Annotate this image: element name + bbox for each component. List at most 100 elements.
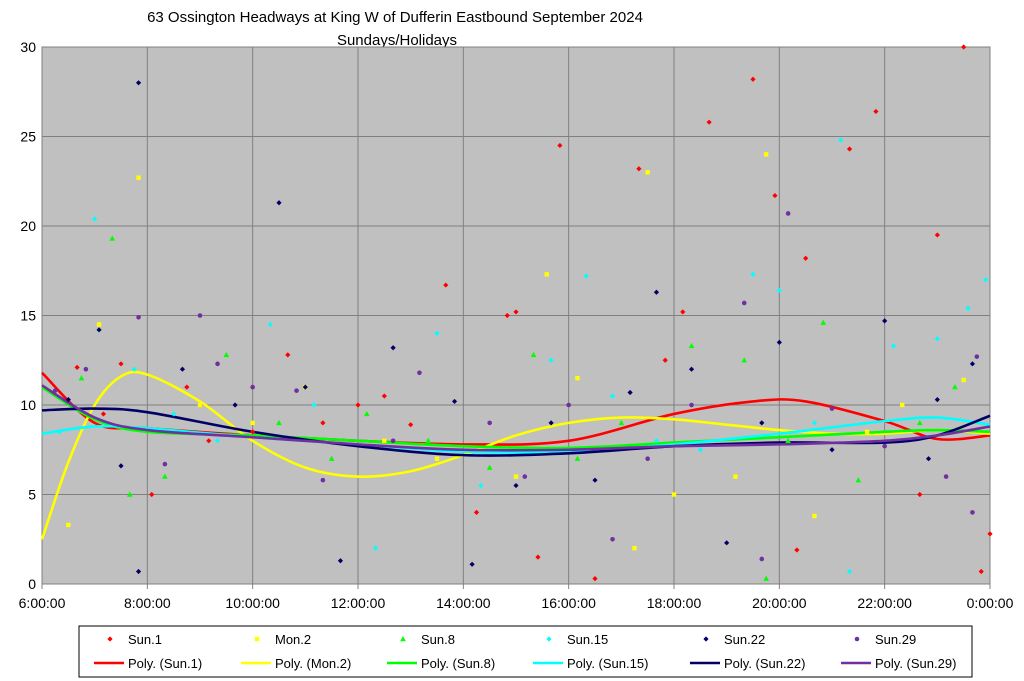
x-tick-label: 22:00:00 bbox=[857, 595, 912, 611]
data-point bbox=[653, 438, 660, 444]
data-point bbox=[776, 287, 782, 294]
data-point bbox=[126, 491, 133, 497]
data-point bbox=[513, 474, 519, 479]
data-point bbox=[618, 419, 625, 426]
data-point bbox=[355, 402, 361, 408]
data-point bbox=[969, 361, 976, 367]
data-point bbox=[978, 568, 984, 575]
data-point bbox=[504, 312, 510, 319]
data-point bbox=[337, 558, 344, 564]
data-point bbox=[52, 388, 58, 393]
data-point bbox=[636, 166, 642, 172]
legend-marker bbox=[546, 636, 552, 642]
data-points bbox=[52, 44, 993, 582]
data-point bbox=[812, 513, 817, 519]
data-point bbox=[733, 474, 738, 479]
y-tick-label: 15 bbox=[20, 308, 36, 324]
legend-label: Sun.29 bbox=[875, 632, 916, 647]
data-point bbox=[223, 351, 230, 358]
data-point bbox=[390, 438, 396, 444]
legend-label: Poly. (Sun.29) bbox=[875, 656, 956, 671]
data-point bbox=[900, 402, 905, 408]
data-point bbox=[592, 576, 598, 582]
data-point bbox=[750, 76, 756, 82]
data-point bbox=[811, 420, 818, 426]
data-point bbox=[574, 455, 581, 461]
data-point bbox=[763, 575, 769, 581]
data-point bbox=[974, 354, 980, 359]
data-point bbox=[135, 80, 142, 86]
data-point bbox=[688, 342, 695, 349]
y-tick-label: 0 bbox=[28, 576, 36, 592]
data-point bbox=[706, 119, 712, 125]
data-point bbox=[381, 393, 387, 399]
data-point bbox=[829, 447, 835, 453]
legend-marker bbox=[400, 636, 406, 642]
data-point bbox=[473, 509, 480, 515]
data-point bbox=[925, 456, 932, 462]
x-tick-label: 18:00:00 bbox=[647, 595, 702, 611]
legend-marker bbox=[703, 636, 709, 642]
data-point bbox=[820, 319, 827, 325]
x-axis-ticks: 6:00:00 8:00:00 10:00:00 12:00:00 14:00:00 16… bbox=[19, 584, 1014, 611]
data-point bbox=[250, 384, 255, 390]
data-point bbox=[592, 477, 598, 483]
data-point bbox=[943, 474, 949, 479]
legend: Sun.1 Mon.2 Sun.8 Sun.15 Sun.22 Sun.29 Poly. (… bbox=[78, 625, 973, 678]
data-point bbox=[934, 397, 940, 403]
data-point bbox=[653, 289, 660, 295]
x-tick-label: 10:00:00 bbox=[225, 595, 280, 611]
data-point bbox=[829, 406, 835, 411]
data-point bbox=[486, 464, 493, 470]
data-point bbox=[632, 546, 637, 551]
data-point bbox=[689, 402, 694, 408]
legend-marker bbox=[107, 636, 113, 642]
data-point bbox=[74, 364, 80, 371]
data-point bbox=[408, 422, 414, 428]
data-point bbox=[627, 389, 633, 396]
data-point bbox=[680, 309, 686, 315]
legend-label: Poly. (Sun.1) bbox=[128, 656, 202, 671]
data-point bbox=[478, 482, 484, 489]
data-point bbox=[425, 437, 432, 443]
data-point bbox=[513, 309, 519, 315]
trendline bbox=[41, 385, 991, 450]
data-point bbox=[513, 482, 519, 489]
data-point bbox=[724, 540, 730, 546]
data-point bbox=[83, 366, 89, 372]
y-tick-label: 10 bbox=[20, 397, 36, 413]
data-point bbox=[934, 232, 940, 238]
data-point bbox=[162, 473, 168, 479]
data-point bbox=[451, 398, 458, 405]
data-point bbox=[535, 554, 541, 560]
data-point bbox=[311, 402, 317, 408]
legend-label: Sun.22 bbox=[724, 632, 765, 647]
y-tick-label: 25 bbox=[20, 129, 36, 145]
data-point bbox=[469, 561, 475, 567]
data-point bbox=[136, 314, 141, 320]
data-point bbox=[136, 175, 141, 180]
trendline bbox=[41, 407, 991, 457]
data-point bbox=[741, 300, 747, 306]
data-point bbox=[78, 375, 85, 381]
data-point bbox=[109, 235, 116, 241]
x-tick-label: 14:00:00 bbox=[436, 595, 491, 611]
data-point bbox=[417, 370, 422, 376]
data-point bbox=[566, 402, 571, 408]
data-point bbox=[118, 361, 124, 367]
data-point bbox=[763, 152, 769, 157]
legend-label: Sun.15 bbox=[567, 632, 608, 647]
data-point bbox=[645, 170, 650, 175]
data-point bbox=[785, 211, 791, 216]
data-point bbox=[302, 384, 308, 390]
data-point bbox=[583, 273, 589, 279]
trendline bbox=[41, 416, 991, 454]
data-point bbox=[548, 420, 554, 426]
data-point bbox=[688, 366, 695, 372]
data-point bbox=[645, 456, 650, 462]
data-point bbox=[838, 137, 844, 143]
data-point bbox=[184, 384, 190, 390]
data-point bbox=[65, 397, 71, 403]
legend-label: Poly. (Sun.8) bbox=[421, 656, 495, 671]
